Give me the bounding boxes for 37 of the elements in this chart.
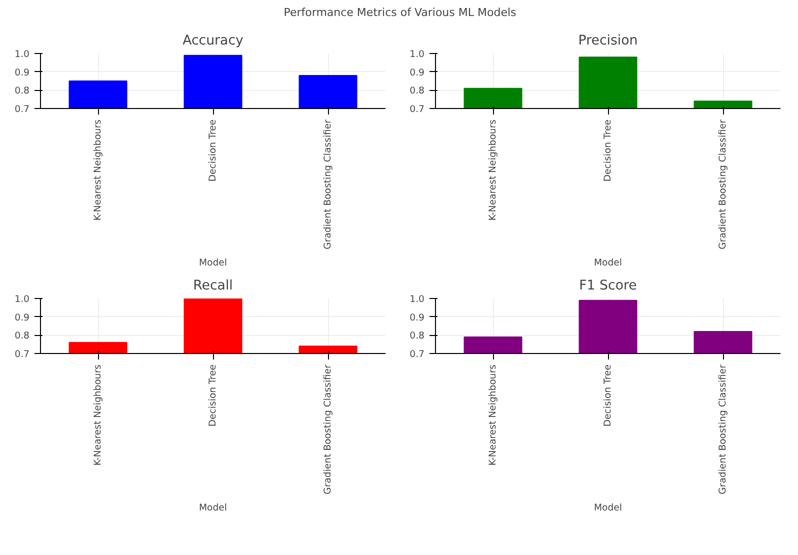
y-tick-label: 1.0: [410, 294, 425, 305]
x-tick-label: Gradient Boosting Classifier: [718, 119, 728, 250]
y-tick-label: 0.8: [14, 330, 30, 342]
y-tick-label: 0.7: [14, 104, 30, 115]
x-tick-label: Gradient Boosting Classifier: [718, 364, 728, 494]
y-tick-label: 1.0: [14, 294, 30, 305]
chart-title: Recall: [193, 278, 233, 294]
x-axis-title: Model: [198, 502, 228, 514]
chart-title: Precision: [578, 33, 638, 48]
chart-title: F1 Score: [579, 278, 637, 294]
x-tick-label: Decision Tree: [602, 118, 614, 182]
x-tick-label: K-Nearest Neighbours: [488, 364, 498, 466]
x-tick-label: Decision Tree: [602, 364, 614, 426]
x-tick-label: K-Nearest Neighbours: [92, 119, 104, 220]
x-tick-label: K-Nearest Neighbours: [488, 119, 498, 220]
x-axis-title: Model: [594, 257, 622, 268]
y-tick-label: 0.8: [14, 85, 30, 96]
x-tick-label: Decision Tree: [208, 364, 218, 426]
y-tick-label: 0.8: [410, 85, 425, 96]
y-tick-label: 0.7: [410, 348, 425, 360]
x-tick-label: K-Nearest Neighbours: [92, 364, 104, 466]
y-tick-label: 0.8: [410, 330, 425, 342]
text: Performance Metrics of Various ML Models: [284, 5, 516, 21]
y-tick-label: 0.7: [14, 348, 30, 360]
x-axis-title: Model: [198, 257, 228, 268]
y-tick-label: 1.0: [410, 48, 425, 60]
x-tick-label: Gradient Boosting Classifier: [322, 364, 334, 494]
y-tick-label: 0.7: [410, 104, 425, 115]
y-tick-label: 0.9: [410, 67, 425, 78]
y-tick-label: 1.0: [14, 48, 30, 60]
y-tick-label: 0.9: [14, 67, 30, 78]
x-tick-label: Decision Tree: [208, 118, 218, 182]
x-tick-label: Gradient Boosting Classifier: [322, 119, 334, 250]
y-tick-label: 0.9: [14, 312, 30, 324]
chart-title: Accuracy: [182, 33, 244, 48]
y-tick-label: 0.9: [410, 312, 425, 324]
x-axis-title: Model: [594, 502, 622, 514]
